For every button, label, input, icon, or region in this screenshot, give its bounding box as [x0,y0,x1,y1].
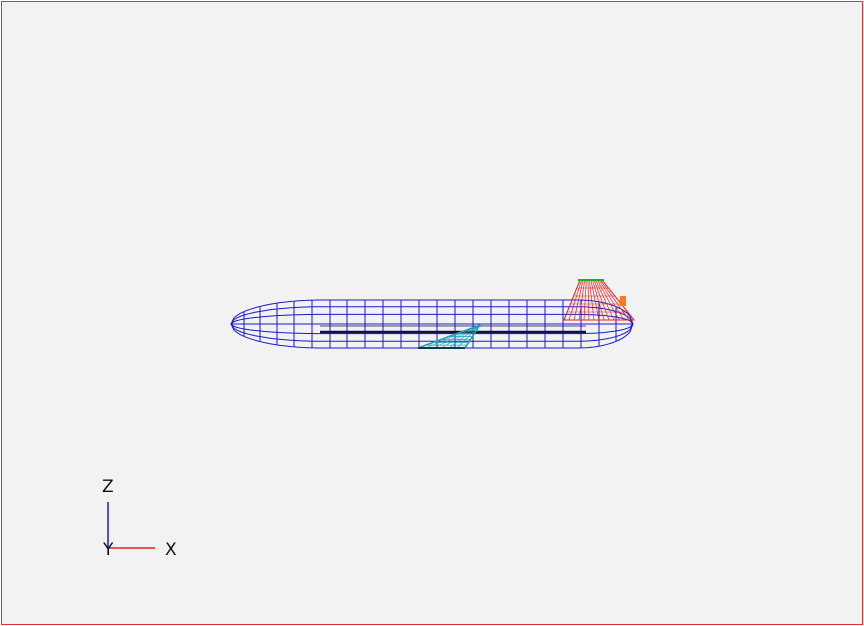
fuselage-stringer [230,323,634,342]
wing-spar [449,324,481,349]
tail-rib [593,279,610,321]
tail-rib [583,279,587,321]
wing-spar [425,324,481,349]
tail-rib [598,279,625,321]
tail-rib [587,279,590,321]
tail-marker [620,296,626,306]
z-axis-label: Z [102,477,114,497]
wing-spar [433,324,481,349]
fuselage-wireframe [230,299,634,349]
keel-beam [320,325,586,334]
fuselage-stringer [230,299,634,325]
tail-rib [592,279,605,321]
wing-spar [456,324,481,349]
tail-rib [600,279,630,321]
tail-rib [595,279,615,321]
x-axis-label: X [165,540,177,560]
tail-rib [601,279,635,321]
fuselage-stringer [230,323,634,335]
fuselage-stringer [230,313,634,325]
tail-rib [578,279,586,321]
tail-rib [573,279,584,321]
y-axis-label: Y [102,540,114,560]
axis-triad: Z Y X [102,477,177,560]
tail-rib [590,279,600,321]
fuselage-stringer [230,306,634,325]
tail-fin-wireframe [563,279,636,321]
tail-rib [563,279,581,321]
tail-rib [596,279,620,321]
tail-rib [589,279,595,321]
wing-spar [441,324,481,349]
wing-wireframe [417,323,482,349]
fuselage-stringer [230,323,634,349]
tail-rib [568,279,582,321]
